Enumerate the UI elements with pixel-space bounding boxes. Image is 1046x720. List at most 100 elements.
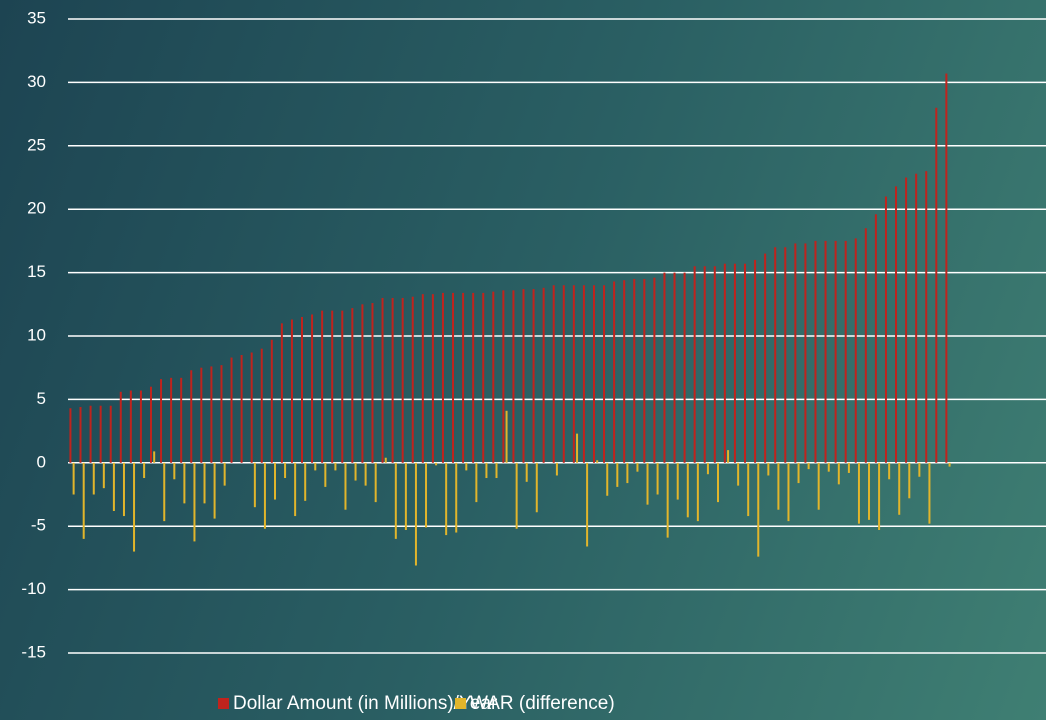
y-tick-label: 0 <box>37 452 46 471</box>
bar <box>223 462 226 486</box>
bar <box>522 289 525 463</box>
bar <box>354 462 357 481</box>
bar <box>744 263 747 463</box>
bar <box>653 277 656 463</box>
bar <box>854 238 857 463</box>
bar <box>878 462 881 531</box>
bar <box>321 310 324 463</box>
bar <box>512 290 515 463</box>
bar <box>767 462 770 476</box>
bar <box>445 462 448 536</box>
bar <box>898 462 901 515</box>
bar <box>344 462 347 510</box>
bar <box>663 272 666 463</box>
bar <box>683 272 686 463</box>
bar <box>324 462 327 487</box>
bar <box>280 323 283 463</box>
y-tick-label: 5 <box>37 389 46 408</box>
bar <box>230 357 233 463</box>
bar <box>270 339 273 463</box>
bar <box>89 405 92 463</box>
bar <box>706 462 709 475</box>
bar <box>240 355 243 463</box>
bar <box>626 462 629 484</box>
bar <box>643 278 646 463</box>
bar <box>817 462 820 510</box>
y-tick-label: -15 <box>21 642 46 661</box>
bar <box>636 462 639 472</box>
bar <box>948 462 951 467</box>
bar <box>334 462 337 471</box>
bar <box>129 390 132 463</box>
bar <box>421 294 424 463</box>
bar <box>874 214 877 463</box>
bar <box>603 285 606 463</box>
bar <box>535 462 538 513</box>
bar <box>374 462 377 503</box>
bar <box>935 107 938 463</box>
bar <box>492 291 495 463</box>
bar <box>515 462 518 529</box>
bar <box>452 292 455 463</box>
bar <box>703 266 706 463</box>
bar <box>827 462 830 472</box>
bar <box>435 462 438 466</box>
bar <box>163 462 166 522</box>
bar <box>290 319 293 463</box>
y-tick-label: 35 <box>27 8 46 27</box>
bar <box>92 462 95 495</box>
bar <box>99 405 102 463</box>
bar <box>633 278 636 463</box>
legend-label: Dollar Amount (in Millions)/Year <box>233 693 498 714</box>
bar <box>102 462 105 489</box>
bar <box>183 462 186 504</box>
bar <box>455 462 458 533</box>
bar <box>555 462 558 476</box>
bar <box>606 462 609 496</box>
bar <box>203 462 206 504</box>
bar <box>361 304 364 463</box>
bar <box>190 370 193 463</box>
bar <box>733 263 736 463</box>
y-tick-label: -10 <box>21 579 46 598</box>
bar <box>119 391 122 463</box>
bar <box>676 462 679 500</box>
bar <box>213 462 216 519</box>
bar <box>502 290 505 463</box>
bar <box>462 292 465 463</box>
bar <box>351 308 354 463</box>
bar <box>82 462 85 539</box>
bar <box>804 243 807 463</box>
bar <box>381 297 384 463</box>
bar <box>109 405 112 463</box>
bar <box>371 303 374 463</box>
bar <box>304 462 307 501</box>
bar <box>465 462 468 471</box>
bar <box>945 73 948 463</box>
bar <box>552 285 555 463</box>
bar <box>797 462 800 484</box>
bar <box>411 296 414 463</box>
bar <box>364 462 367 486</box>
bar <box>180 377 183 463</box>
bar <box>918 462 921 477</box>
bar <box>542 287 545 463</box>
bar <box>472 292 475 463</box>
bar <box>572 285 575 463</box>
bar <box>441 292 444 463</box>
bar <box>294 462 297 517</box>
bar <box>774 247 777 463</box>
bar <box>623 280 626 463</box>
bar <box>475 462 478 503</box>
bar <box>582 285 585 463</box>
bar <box>787 462 790 522</box>
bar <box>495 462 498 479</box>
y-tick-label: 30 <box>27 72 46 91</box>
bar <box>149 386 152 463</box>
bar <box>673 272 676 463</box>
bar <box>888 462 891 480</box>
bar <box>394 462 397 539</box>
bar <box>341 310 344 463</box>
bar <box>532 289 535 463</box>
